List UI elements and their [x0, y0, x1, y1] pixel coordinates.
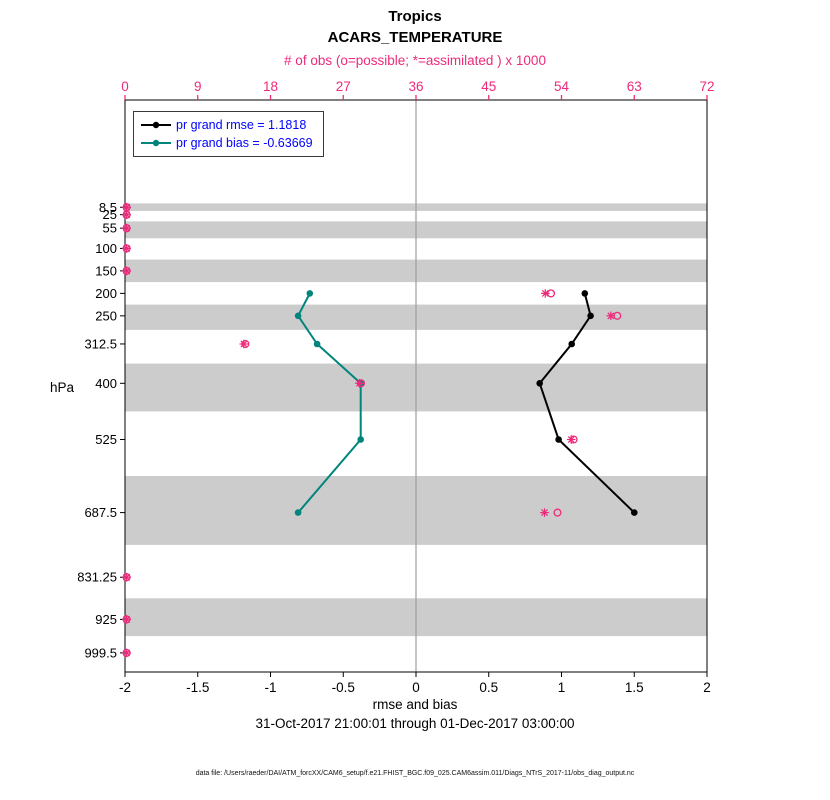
obs-tick-label: 54: [554, 79, 570, 94]
pr-grand-bias-point: [357, 436, 365, 443]
pr-grand-rmse-point: [587, 312, 594, 320]
y-tick-label: 25: [103, 207, 117, 222]
x-tick-label: 0.5: [479, 680, 498, 695]
obs-assimilated-marker: [355, 379, 363, 387]
y-tick-label: 925: [95, 612, 117, 627]
pr-grand-rmse-point: [568, 340, 575, 348]
obs-assimilated-marker: [123, 615, 131, 623]
obs-tick-label: 63: [627, 79, 642, 94]
x-tick-label: 1: [558, 680, 566, 695]
rmse-line-sample-icon: [141, 121, 171, 129]
legend-label-rmse: pr grand rmse = 1.1818: [176, 118, 307, 132]
pr-grand-bias-point: [313, 340, 321, 348]
obs-tick-label: 72: [699, 79, 714, 94]
obs-assimilated-marker: [123, 203, 131, 211]
x-tick-label: 0: [412, 680, 420, 695]
pr-grand-rmse-point: [536, 380, 543, 387]
obs-assimilated-marker: [607, 312, 615, 320]
pr-grand-bias-point: [306, 290, 314, 297]
obs-tick-label: 27: [336, 79, 351, 94]
obs-assimilated-marker: [123, 649, 131, 657]
pr-grand-rmse-point: [581, 290, 589, 297]
y-tick-label: 100: [95, 241, 117, 256]
y-tick-label: 400: [95, 376, 117, 391]
plot-subtitle-obs-type: ACARS_TEMPERATURE: [327, 29, 503, 46]
y-tick-label: 55: [103, 221, 117, 236]
y-tick-label: 150: [95, 263, 117, 278]
obs-assimilated-marker: [541, 509, 549, 517]
obs-tick-label: 9: [194, 79, 202, 94]
y-tick-label: 831.25: [77, 570, 117, 585]
obs-assimilated-marker: [123, 211, 131, 219]
y-tick-label: 999.5: [84, 645, 117, 660]
x-tick-label: -1.5: [186, 680, 209, 695]
x-tick-label: 1.5: [625, 680, 644, 695]
obs-assimilated-marker: [123, 224, 131, 232]
pr-grand-bias-line: [296, 292, 362, 514]
x-tick-label: -2: [119, 680, 131, 695]
obs-possible-marker: [553, 508, 562, 517]
plot-title: Tropics: [388, 8, 442, 25]
date-range-caption: 31-Oct-2017 21:00:01 through 01-Dec-2017…: [255, 716, 575, 731]
legend-item-bias: pr grand bias = -0.63669: [140, 134, 313, 152]
obs-tick-label: 0: [121, 79, 129, 94]
y-tick-label: 687.5: [84, 505, 117, 520]
y-axis-label: hPa: [49, 380, 75, 395]
pr-grand-rmse-point: [555, 436, 562, 443]
top-axis-label: # of obs (o=possible; *=assimilated ) x …: [284, 53, 546, 68]
x-tick-label: -1: [264, 680, 276, 695]
x-axis-label: rmse and bias: [372, 697, 458, 712]
y-tick-label: 525: [95, 432, 117, 447]
data-file-path: data file: /Users/raeder/DAI/ATM_forcXX/…: [195, 770, 635, 777]
obs-assimilated-marker: [567, 436, 575, 444]
obs-tick-label: 45: [481, 79, 496, 94]
y-tick-label: 312.5: [84, 336, 117, 351]
obs-assimilated-marker: [123, 244, 131, 252]
pr-grand-bias-point: [294, 312, 302, 320]
pr-grand-bias-point: [294, 509, 302, 516]
legend-item-rmse: pr grand rmse = 1.1818: [140, 116, 313, 134]
pr-grand-rmse-line: [538, 293, 635, 514]
legend-label-bias: pr grand bias = -0.63669: [176, 136, 313, 150]
obs-assimilated-marker: [240, 340, 248, 348]
legend: pr grand rmse = 1.1818 pr grand bias = -…: [133, 111, 324, 157]
pr-grand-rmse-point: [631, 509, 638, 516]
obs-tick-label: 18: [263, 79, 278, 94]
obs-assimilated-marker: [541, 289, 549, 297]
x-tick-label: -0.5: [332, 680, 355, 695]
bias-line-sample-icon: [141, 139, 171, 147]
obs-assimilated-marker: [123, 573, 131, 581]
y-tick-label: 8.5: [99, 200, 117, 215]
x-tick-label: 2: [703, 680, 711, 695]
obs-assimilated-marker: [123, 267, 131, 275]
y-tick-label: 250: [95, 308, 117, 323]
obs-tick-label: 36: [408, 79, 423, 94]
y-tick-label: 200: [95, 286, 117, 301]
